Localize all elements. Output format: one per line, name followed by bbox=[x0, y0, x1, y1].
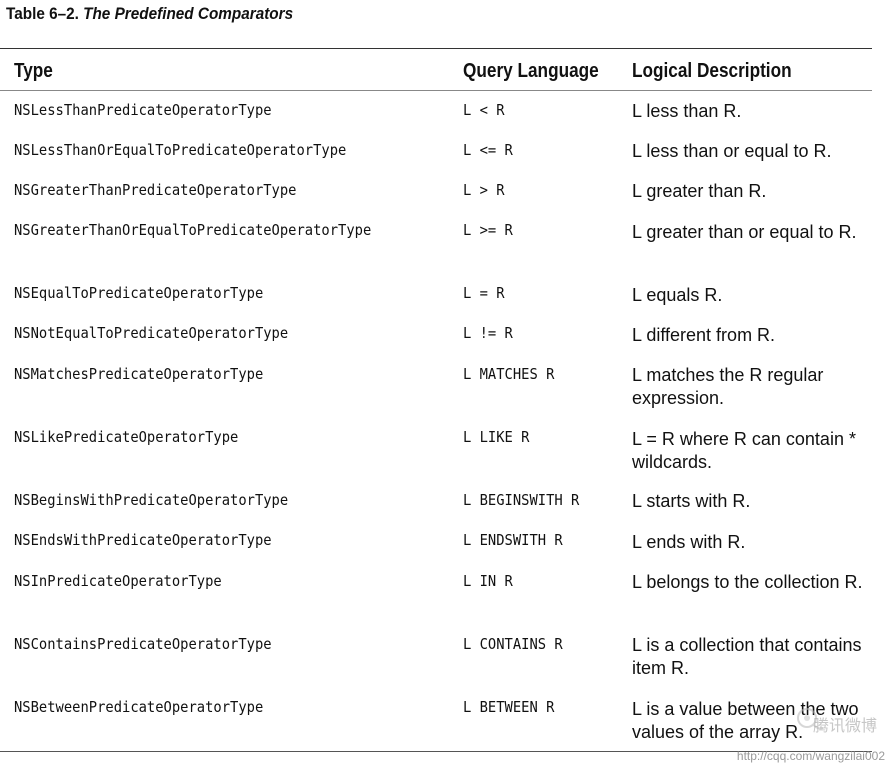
query-cell: L ENDSWITH R bbox=[463, 531, 563, 549]
description-cell: L different from R. bbox=[632, 325, 776, 345]
type-cell: NSBeginsWithPredicateOperatorType bbox=[14, 491, 289, 509]
type-cell: NSLessThanPredicateOperatorType bbox=[14, 101, 272, 119]
header-rule bbox=[0, 90, 872, 91]
column-header-logical-description: Logical Description bbox=[632, 60, 792, 82]
watermark-logo-icon bbox=[797, 708, 824, 730]
description-cell: L ends with R. bbox=[632, 532, 746, 552]
type-cell: NSEqualToPredicateOperatorType bbox=[14, 284, 264, 302]
description-cell: L = R where R can contain * wildcards. bbox=[632, 429, 856, 472]
table-top-rule bbox=[0, 48, 872, 49]
table-caption: Table 6–2. The Predefined Comparators bbox=[6, 3, 293, 25]
query-cell: L = R bbox=[463, 284, 505, 302]
query-cell: L MATCHES R bbox=[463, 365, 555, 383]
query-cell: L BETWEEN R bbox=[463, 698, 555, 716]
type-cell: NSContainsPredicateOperatorType bbox=[14, 635, 272, 653]
type-cell: NSMatchesPredicateOperatorType bbox=[14, 365, 264, 383]
watermark-brand: 腾讯微博 bbox=[812, 716, 877, 735]
watermark-text: http://cqq.com/wangzilai002 bbox=[737, 749, 885, 763]
description-cell: L greater than R. bbox=[632, 181, 767, 201]
description-cell: L matches the R regular expression. bbox=[632, 365, 824, 408]
column-header-type: Type bbox=[14, 60, 53, 82]
type-cell: NSNotEqualToPredicateOperatorType bbox=[14, 324, 289, 342]
query-cell: L != R bbox=[463, 324, 513, 342]
description-cell: L less than R. bbox=[632, 101, 742, 121]
query-cell: L CONTAINS R bbox=[463, 635, 563, 653]
column-header-query-language: Query Language bbox=[463, 60, 599, 82]
query-cell: L BEGINSWITH R bbox=[463, 491, 580, 509]
description-cell: L belongs to the collection R. bbox=[632, 572, 863, 592]
table-bottom-rule bbox=[0, 751, 872, 752]
table-title: The Predefined Comparators bbox=[83, 4, 294, 23]
description-cell: L starts with R. bbox=[632, 491, 751, 511]
query-cell: L IN R bbox=[463, 572, 513, 590]
query-cell: L LIKE R bbox=[463, 428, 530, 446]
watermark-url: http://cqq.com/wangzilai002 bbox=[736, 749, 885, 763]
description-cell: L greater than or equal to R. bbox=[632, 222, 857, 242]
description-cell: L less than or equal to R. bbox=[632, 141, 832, 161]
description-cell: L equals R. bbox=[632, 285, 723, 305]
type-cell: NSGreaterThanPredicateOperatorType bbox=[14, 181, 297, 199]
query-cell: L >= R bbox=[463, 221, 513, 239]
type-cell: NSLessThanOrEqualToPredicateOperatorType bbox=[14, 141, 347, 159]
type-cell: NSInPredicateOperatorType bbox=[14, 572, 222, 590]
type-cell: NSEndsWithPredicateOperatorType bbox=[14, 531, 272, 549]
table-number: Table 6–2. bbox=[6, 4, 79, 23]
type-cell: NSGreaterThanOrEqualToPredicateOperatorT… bbox=[14, 221, 372, 239]
type-cell: NSLikePredicateOperatorType bbox=[14, 428, 239, 446]
type-cell: NSBetweenPredicateOperatorType bbox=[14, 698, 264, 716]
query-cell: L <= R bbox=[463, 141, 513, 159]
description-cell: L is a value between the two values of t… bbox=[632, 699, 859, 742]
query-cell: L > R bbox=[463, 181, 505, 199]
description-cell: L is a collection that contains item R. bbox=[632, 635, 862, 678]
query-cell: L < R bbox=[463, 101, 505, 119]
